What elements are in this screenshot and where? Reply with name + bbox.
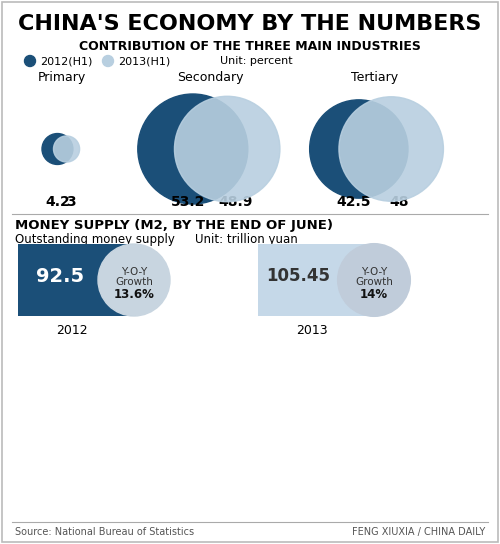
- Circle shape: [310, 100, 408, 198]
- Bar: [18, 244, 136, 316]
- Circle shape: [98, 244, 170, 316]
- Circle shape: [138, 94, 248, 204]
- Text: 3: 3: [66, 195, 76, 209]
- Text: 2013(H1): 2013(H1): [118, 56, 170, 66]
- Text: CHINA'S ECONOMY BY THE NUMBERS: CHINA'S ECONOMY BY THE NUMBERS: [18, 14, 481, 34]
- Circle shape: [54, 136, 80, 162]
- Text: 13.6%: 13.6%: [114, 287, 154, 300]
- Text: Unit: trillion yuan: Unit: trillion yuan: [195, 233, 298, 246]
- Text: 2013: 2013: [296, 324, 328, 337]
- Text: Y-O-Y: Y-O-Y: [121, 267, 147, 277]
- Text: 92.5: 92.5: [36, 267, 84, 286]
- Text: Unit: percent: Unit: percent: [220, 56, 292, 66]
- Text: 2012: 2012: [56, 324, 88, 337]
- Text: 48.9: 48.9: [218, 195, 252, 209]
- Text: 4.2: 4.2: [45, 195, 70, 209]
- Text: 53.2: 53.2: [170, 195, 205, 209]
- Text: Secondary: Secondary: [177, 71, 243, 83]
- Text: Tertiary: Tertiary: [352, 71, 399, 83]
- Text: 2012(H1): 2012(H1): [40, 56, 92, 66]
- Text: 42.5: 42.5: [336, 195, 371, 209]
- Text: 48: 48: [390, 195, 409, 209]
- Circle shape: [174, 96, 280, 202]
- Text: Outstanding money supply: Outstanding money supply: [15, 233, 175, 246]
- Text: Growth: Growth: [355, 277, 393, 287]
- Circle shape: [24, 55, 36, 66]
- Text: Y-O-Y: Y-O-Y: [361, 267, 387, 277]
- Text: CONTRIBUTION OF THE THREE MAIN INDUSTRIES: CONTRIBUTION OF THE THREE MAIN INDUSTRIE…: [79, 40, 421, 53]
- Text: FENG XIUXIA / CHINA DAILY: FENG XIUXIA / CHINA DAILY: [352, 527, 485, 537]
- Circle shape: [42, 133, 73, 164]
- Text: Growth: Growth: [115, 277, 153, 287]
- Circle shape: [339, 97, 444, 201]
- Circle shape: [338, 244, 410, 316]
- Text: Source: National Bureau of Statistics: Source: National Bureau of Statistics: [15, 527, 194, 537]
- Text: 105.45: 105.45: [266, 267, 330, 285]
- Text: Primary: Primary: [38, 71, 86, 83]
- Text: 14%: 14%: [360, 287, 388, 300]
- Bar: [258, 244, 376, 316]
- Text: MONEY SUPPLY (M2, BY THE END OF JUNE): MONEY SUPPLY (M2, BY THE END OF JUNE): [15, 219, 333, 232]
- Circle shape: [102, 55, 114, 66]
